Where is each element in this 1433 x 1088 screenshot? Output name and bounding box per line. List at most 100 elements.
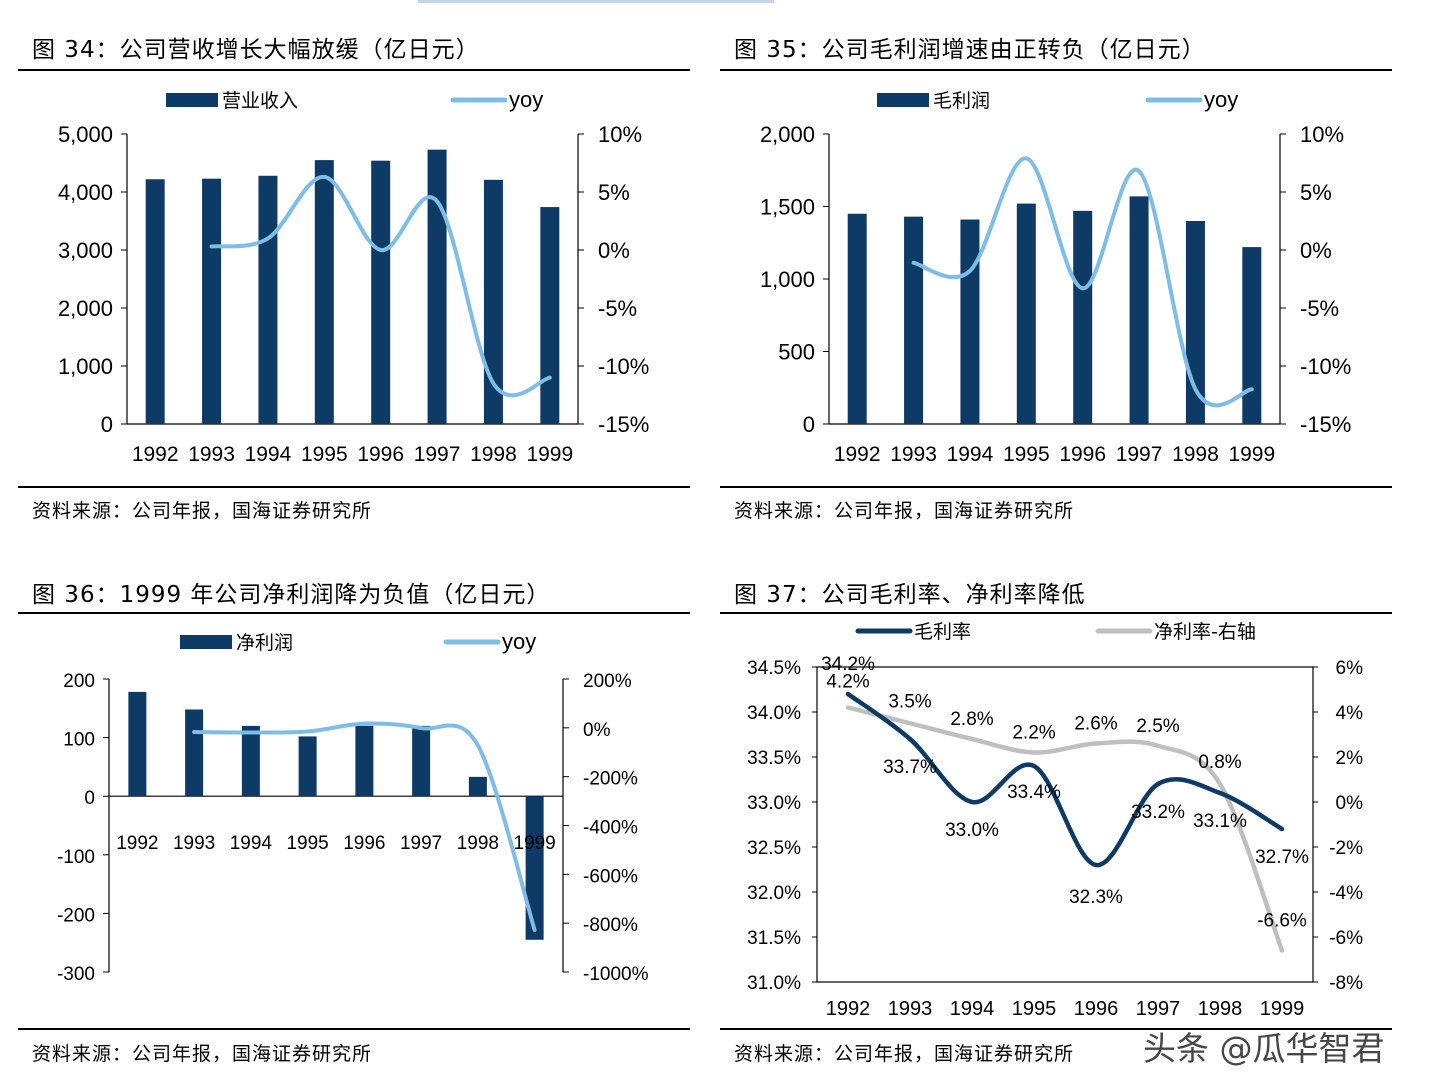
bar-1994 bbox=[960, 219, 980, 424]
chart-source: 资料来源：公司年报，国海证券研究所 bbox=[734, 500, 1075, 522]
bar-1995 bbox=[314, 160, 334, 424]
title-rule bbox=[720, 69, 1392, 71]
gross-margin-label: 33.2% bbox=[1131, 802, 1185, 823]
gross-margin-label: 33.7% bbox=[883, 757, 937, 778]
x-tick-label: 1997 bbox=[400, 833, 442, 854]
chart-35-svg: 2,000 1,500 1,000 500 0 10% 5% 0% -5% -10% -15% 199… bbox=[760, 87, 1351, 466]
yoy-line bbox=[911, 156, 1254, 408]
net-margin-label: 2.6% bbox=[1074, 714, 1117, 735]
x-tick-label: 1992 bbox=[834, 443, 881, 466]
x-tick-label: 1992 bbox=[132, 443, 179, 466]
net-margin-label: -6.6% bbox=[1257, 911, 1307, 932]
bar-1993 bbox=[185, 709, 204, 797]
left-tick-label: 200 bbox=[63, 671, 95, 692]
left-tick-label: 33.5% bbox=[747, 748, 801, 769]
title-rule bbox=[18, 612, 690, 614]
net-margin-label: 3.5% bbox=[888, 691, 931, 712]
legend-label: 毛利率 bbox=[914, 621, 971, 643]
x-tick-label: 1995 bbox=[301, 443, 348, 466]
legend-label: yoy bbox=[509, 87, 543, 112]
left-tick-label: 34.0% bbox=[747, 703, 801, 724]
right-tick-label: -800% bbox=[583, 915, 638, 936]
net-margin-label: 0.8% bbox=[1198, 752, 1241, 773]
left-tick-label: -200 bbox=[57, 905, 95, 926]
right-tick-label: -400% bbox=[583, 818, 638, 839]
chart-title: 图 36：1999 年公司净利润降为负值（亿日元） bbox=[32, 582, 551, 608]
right-tick-label: 4% bbox=[1336, 703, 1364, 724]
left-tick-label: 2,000 bbox=[760, 122, 815, 147]
source-rule bbox=[18, 486, 690, 488]
yoy-line bbox=[192, 721, 537, 933]
x-tick-label: 1996 bbox=[343, 833, 385, 854]
watermark: 头条 @瓜华智君 bbox=[1143, 1029, 1385, 1068]
net-margin-line bbox=[845, 705, 1285, 953]
legend-label: 净利率-右轴 bbox=[1154, 621, 1256, 643]
x-tick-label: 1993 bbox=[188, 443, 235, 466]
x-tick-label: 1996 bbox=[357, 443, 404, 466]
chart-title: 图 34：公司营收增长大幅放缓（亿日元） bbox=[32, 37, 480, 63]
left-tick-label: 0 bbox=[101, 412, 113, 437]
net-margin-label: 2.5% bbox=[1136, 716, 1179, 737]
chart-panel-37: 图 37：公司毛利率、净利率降低 34.5% 34.0% 33.5% 33.0% 32.… bbox=[720, 545, 1392, 1065]
bar-1993 bbox=[904, 216, 924, 424]
bar-1994 bbox=[258, 175, 278, 424]
x-tick-label: 1999 bbox=[526, 443, 573, 466]
chart-source: 资料来源：公司年报，国海证券研究所 bbox=[734, 1043, 1075, 1065]
right-tick-label: 5% bbox=[1300, 180, 1332, 205]
bar-1992 bbox=[128, 691, 147, 797]
legend-swatch-bar bbox=[166, 93, 218, 107]
top-accent-line bbox=[418, 0, 774, 3]
x-tick-label: 1992 bbox=[116, 833, 158, 854]
bar-1997 bbox=[1129, 196, 1149, 424]
x-tick-label: 1998 bbox=[1172, 443, 1219, 466]
right-tick-label: -4% bbox=[1329, 883, 1363, 904]
x-tick-label: 1998 bbox=[470, 443, 517, 466]
x-tick-label: 1994 bbox=[230, 833, 273, 854]
left-tick-label: 500 bbox=[778, 340, 815, 365]
net-margin-label: 2.2% bbox=[1012, 723, 1055, 744]
x-tick-label: 1996 bbox=[1059, 443, 1106, 466]
x-tick-label: 1999 bbox=[1228, 443, 1275, 466]
gross-margin-label: 33.4% bbox=[1007, 782, 1061, 803]
right-tick-label: -600% bbox=[583, 866, 638, 887]
title-rule bbox=[18, 69, 690, 71]
chart-37-svg: 34.5% 34.0% 33.5% 33.0% 32.5% 32.0% 31.5% 31.0%… bbox=[747, 621, 1364, 1020]
gross-margin-label: 32.7% bbox=[1255, 847, 1309, 868]
right-tick-label: -15% bbox=[598, 412, 649, 437]
right-tick-label: -10% bbox=[1300, 354, 1351, 379]
x-tick-label: 1995 bbox=[1003, 443, 1050, 466]
legend-label: 净利润 bbox=[236, 632, 293, 654]
right-tick-label: 0% bbox=[1300, 238, 1332, 263]
right-tick-label: -15% bbox=[1300, 412, 1351, 437]
bar-1998 bbox=[468, 776, 487, 797]
bar-1995 bbox=[1016, 203, 1036, 424]
x-tick-label: 1997 bbox=[414, 443, 461, 466]
x-tick-label: 1999 bbox=[513, 833, 555, 854]
x-tick-label: 1992 bbox=[826, 998, 871, 1020]
gross-margin-label: 33.0% bbox=[945, 820, 999, 841]
left-tick-label: 34.5% bbox=[747, 658, 801, 679]
bar-1997 bbox=[412, 725, 431, 797]
gross-margin-label: 34.2% bbox=[821, 654, 875, 675]
x-tick-label: 1996 bbox=[1074, 998, 1119, 1020]
x-tick-label: 1998 bbox=[1198, 998, 1243, 1020]
legend-swatch-bar bbox=[877, 93, 929, 107]
legend-label: yoy bbox=[502, 629, 536, 654]
plot-frame bbox=[816, 666, 1314, 983]
right-tick-label: 6% bbox=[1336, 658, 1364, 679]
left-tick-label: 4,000 bbox=[58, 180, 113, 205]
left-tick-label: 1,000 bbox=[760, 267, 815, 292]
x-tick-label: 1993 bbox=[173, 833, 215, 854]
right-tick-label: 5% bbox=[598, 180, 630, 205]
chart-title: 图 35：公司毛利润增速由正转负（亿日元） bbox=[734, 37, 1206, 63]
chart-source: 资料来源：公司年报，国海证券研究所 bbox=[32, 500, 373, 522]
x-tick-label: 1997 bbox=[1136, 998, 1181, 1020]
left-tick-label: 32.0% bbox=[747, 883, 801, 904]
right-tick-label: -5% bbox=[598, 296, 637, 321]
x-tick-label: 1995 bbox=[286, 833, 328, 854]
source-rule bbox=[720, 486, 1392, 488]
yoy-line bbox=[209, 174, 552, 398]
bar-1998 bbox=[1185, 221, 1205, 424]
legend-label: yoy bbox=[1204, 87, 1238, 112]
right-tick-label: 2% bbox=[1336, 748, 1364, 769]
